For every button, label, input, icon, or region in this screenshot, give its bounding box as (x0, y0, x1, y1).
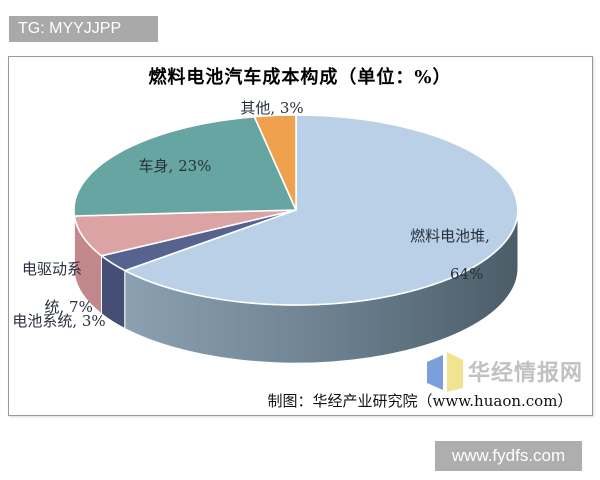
label-battery-system: 电池系统, 3% (12, 312, 106, 330)
site-watermark-bar: www.fydfs.com (435, 441, 582, 471)
label-body: 车身, 23% (138, 157, 212, 175)
tag-banner: TG: MYYJJPP (9, 16, 158, 42)
label-drive-line2: 统, 7% (44, 298, 93, 316)
source-credit: 制图：华经产业研究院（www.huaon.com） (267, 392, 573, 410)
label-fuel-cell-line2: 64% (450, 265, 484, 283)
label-drive-line1: 电驱动系 (21, 260, 82, 278)
label-other: 其他, 3% (240, 99, 304, 117)
watermark: 华经情报网 (424, 350, 594, 394)
book-logo-icon (427, 352, 463, 392)
label-fuel-cell-line1: 燃料电池堆, (410, 227, 490, 245)
chart-title: 燃料电池汽车成本构成（单位：%） (148, 67, 452, 88)
label-fuel-cell: 燃料电池堆, 64% (388, 227, 512, 284)
label-drive-system: 电驱动系 统, 7% (8, 260, 96, 317)
watermark-text: 华经情报网 (468, 360, 584, 386)
